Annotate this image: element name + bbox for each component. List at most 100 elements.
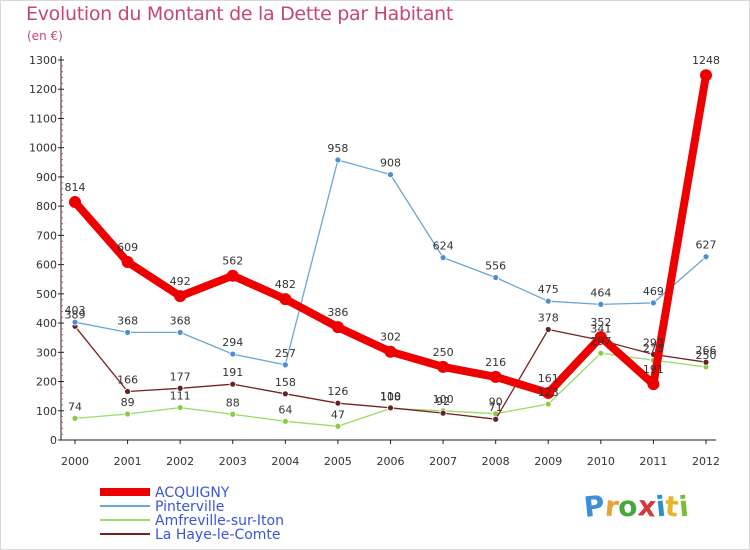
logo-letter: P	[582, 489, 607, 524]
data-label-pinterville: 908	[380, 157, 401, 170]
y-tick-label: 400	[36, 317, 57, 330]
data-point-pinterville	[281, 361, 289, 369]
data-point-la-haye-le-comte	[702, 358, 710, 366]
data-label-pinterville: 624	[433, 240, 454, 253]
data-label-amfreville: 250	[696, 349, 717, 362]
data-point-acquigny	[437, 360, 450, 373]
chart-unit: (en €)	[27, 29, 63, 43]
data-point-pinterville	[71, 318, 79, 326]
x-tick-label: 2010	[587, 455, 615, 468]
data-point-la-haye-le-comte	[124, 388, 131, 395]
data-point-la-haye-le-comte	[544, 326, 552, 333]
data-point-amfreville	[176, 404, 184, 411]
data-label-la-haye-le-comte: 158	[275, 376, 296, 389]
data-point-pinterville	[702, 253, 710, 261]
data-point-acquigny	[121, 255, 134, 268]
data-point-acquigny	[594, 331, 607, 344]
data-point-la-haye-le-comte	[334, 399, 342, 407]
legend-label-la-haye-le-comte: La Haye-le-Comte	[155, 527, 281, 543]
data-label-amfreville: 90	[489, 396, 503, 409]
data-label-la-haye-le-comte: 126	[327, 385, 348, 398]
data-label-la-haye-le-comte: 92	[436, 395, 450, 408]
data-label-acquigny: 302	[380, 331, 401, 344]
data-label-amfreville: 273	[643, 342, 664, 355]
data-label-la-haye-le-comte: 177	[170, 370, 191, 383]
data-label-pinterville: 368	[117, 314, 138, 327]
data-point-acquigny	[331, 321, 344, 334]
x-tick-label: 2000	[61, 455, 89, 468]
data-point-pinterville	[387, 171, 394, 178]
logo-letter: i	[676, 489, 690, 524]
data-label-amfreville: 111	[170, 390, 191, 403]
y-tick-label: 200	[36, 376, 57, 389]
x-tick-label: 2012	[692, 455, 720, 468]
data-label-acquigny: 191	[643, 363, 664, 376]
y-tick-label: 1000	[29, 142, 57, 155]
proxiti-logo: Proxiti	[582, 489, 690, 524]
data-label-la-haye-le-comte: 191	[222, 366, 243, 379]
x-tick-label: 2005	[324, 455, 352, 468]
x-tick-label: 2011	[639, 455, 667, 468]
data-label-la-haye-le-comte: 166	[117, 373, 138, 386]
data-label-pinterville: 403	[65, 304, 86, 317]
data-point-acquigny	[384, 345, 397, 358]
data-point-acquigny	[226, 269, 239, 282]
data-point-amfreville	[71, 414, 79, 422]
data-point-pinterville	[650, 299, 657, 307]
y-tick-label: 1100	[29, 112, 57, 125]
data-label-acquigny: 562	[222, 255, 243, 268]
data-point-acquigny	[69, 196, 81, 209]
data-label-acquigny: 1248	[692, 54, 720, 67]
data-point-la-haye-le-comte	[492, 415, 500, 423]
y-tick-label: 600	[36, 259, 57, 272]
data-label-acquigny: 482	[275, 278, 296, 291]
data-label-amfreville: 100	[433, 393, 454, 406]
y-tick-label: 0	[50, 434, 57, 447]
data-label-la-haye-le-comte: 341	[590, 322, 611, 335]
chart-title: Evolution du Montant de la Dette par Hab…	[26, 3, 454, 25]
legend-label-acquigny: ACQUIGNY	[155, 485, 230, 501]
data-label-pinterville: 556	[485, 259, 506, 272]
y-tick-label: 800	[36, 200, 57, 213]
data-label-acquigny: 250	[433, 346, 454, 359]
data-point-amfreville	[281, 417, 289, 425]
data-label-pinterville: 958	[327, 142, 348, 155]
x-tick-label: 2003	[219, 455, 247, 468]
data-label-acquigny: 609	[117, 241, 138, 254]
data-label-pinterville: 294	[222, 336, 243, 349]
x-tick-label: 2009	[534, 455, 562, 468]
data-label-acquigny: 492	[170, 275, 191, 288]
data-label-amfreville: 89	[121, 396, 135, 409]
data-label-acquigny: 161	[538, 372, 559, 385]
data-point-la-haye-le-comte	[176, 384, 184, 392]
data-label-la-haye-le-comte: 266	[696, 344, 717, 357]
data-point-pinterville	[544, 297, 552, 305]
legend-label-amfreville: Amfreville-sur-Iton	[155, 513, 284, 529]
y-tick-label: 1300	[29, 54, 57, 67]
data-label-amfreville: 64	[278, 403, 292, 416]
data-point-la-haye-le-comte	[229, 380, 237, 388]
data-label-amfreville: 123	[538, 386, 559, 399]
data-point-acquigny	[489, 370, 502, 383]
data-point-amfreville	[334, 422, 342, 430]
data-point-acquigny	[174, 290, 187, 303]
data-point-amfreville	[597, 349, 605, 357]
data-point-pinterville	[597, 300, 605, 308]
data-label-pinterville: 627	[696, 239, 717, 252]
data-label-pinterville: 257	[275, 347, 296, 360]
data-point-acquigny	[647, 378, 660, 391]
data-label-acquigny: 216	[485, 356, 506, 369]
data-label-amfreville: 108	[380, 390, 401, 403]
x-tick-label: 2006	[377, 455, 405, 468]
x-tick-label: 2001	[114, 455, 142, 468]
data-point-acquigny	[700, 69, 712, 82]
data-label-amfreville: 47	[331, 408, 345, 421]
y-tick-label: 100	[36, 405, 57, 418]
data-point-pinterville	[124, 329, 131, 336]
data-label-la-haye-le-comte: 110	[380, 390, 401, 403]
legend-label-pinterville: Pinterville	[155, 499, 224, 515]
data-label-amfreville: 74	[68, 400, 82, 413]
data-label-la-haye-le-comte: 389	[65, 308, 86, 321]
